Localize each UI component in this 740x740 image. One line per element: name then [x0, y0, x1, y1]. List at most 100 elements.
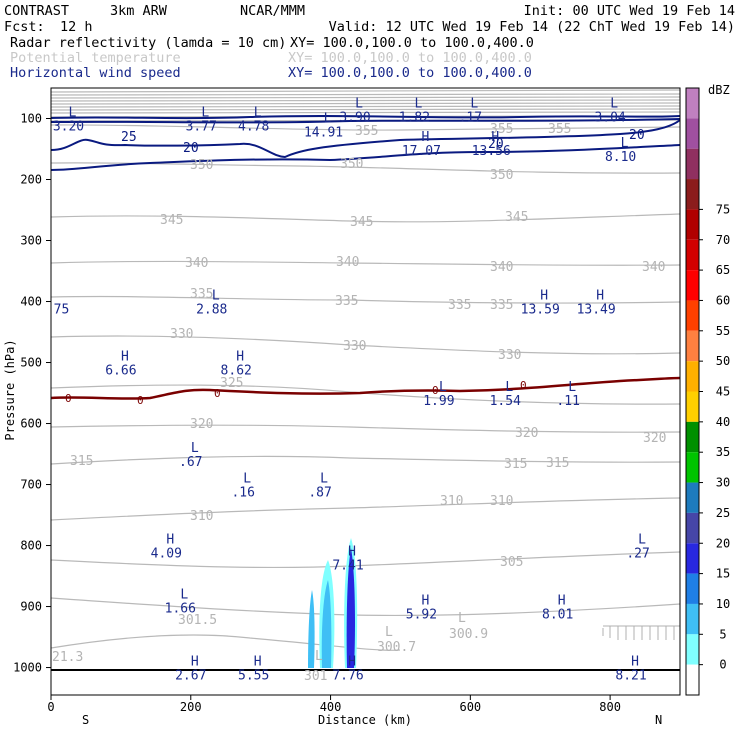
extremum-value: 14.91: [304, 126, 343, 141]
colorbar-label: 55: [716, 324, 730, 338]
extremum-type: L: [610, 96, 618, 111]
theta-line: [50, 124, 681, 131]
y-tick-label: 1000: [13, 661, 42, 675]
extremum-value: 13.59: [521, 303, 560, 318]
wind-label: 20: [488, 137, 504, 152]
plot-area: 355 355 355 350 350 350 345 345 345 340 …: [50, 87, 681, 696]
extremum-value: 75: [54, 303, 70, 318]
theta-line: [50, 99, 681, 102]
theta-label: 301: [304, 669, 327, 684]
colorbar-label: 65: [716, 263, 730, 277]
refl-cell-10dbz: [321, 580, 332, 668]
colorbar-swatch: [686, 239, 699, 271]
extremum-type: H: [596, 289, 604, 304]
extremum-type: L: [568, 380, 576, 395]
extremum-type: H: [166, 533, 174, 548]
theta-label: 310: [490, 494, 513, 509]
extremum-type: L: [254, 106, 262, 121]
theta-label: 310: [440, 494, 463, 509]
theta-label: 355: [355, 124, 378, 139]
colorbar-swatch: [686, 573, 699, 604]
wind-contours: [50, 115, 681, 171]
y-axis: 100 200 300 400 500 600 700 800 900 1000: [13, 112, 51, 675]
theta-line: [50, 111, 681, 114]
y-tick-label: 900: [20, 600, 42, 614]
extremum-value: 13.49: [577, 303, 616, 318]
theta-label: 340: [336, 255, 359, 270]
theta-label: 305: [500, 555, 523, 570]
extremum-value: 6.66: [105, 364, 136, 379]
x-axis: 0 200 400 600 800: [47, 695, 621, 714]
x-axis-label: Distance (km): [318, 713, 412, 727]
theta-label-l: L: [458, 611, 466, 626]
theta-label: 340: [490, 260, 513, 275]
theta-label: 345: [160, 213, 183, 228]
colorbar-label: 50: [716, 354, 730, 368]
y-tick-label: 100: [20, 112, 42, 126]
extremum-type: L: [439, 380, 447, 395]
extremum-type: L: [470, 96, 478, 111]
extremum-type: H: [540, 289, 548, 304]
y-tick-label: 300: [20, 234, 42, 248]
theta-label: 345: [350, 215, 373, 230]
zero-label: 0: [65, 392, 72, 405]
extremum-value: 13.56: [472, 144, 511, 159]
extremum-type: H: [348, 545, 356, 560]
theta-label: 350: [190, 158, 213, 173]
x-tick-label: 600: [459, 700, 481, 714]
theta-line: [50, 89, 681, 93]
colorbar-swatch: [686, 209, 699, 240]
extremum-type: H: [254, 655, 262, 670]
theta-label: 315: [504, 457, 527, 472]
theta-line-lowlevel: [50, 634, 401, 651]
colorbar-swatch: [686, 361, 699, 392]
forecast-label: Fcst:: [4, 19, 45, 35]
extremum-type: H: [558, 594, 566, 609]
theta-label: 325: [220, 376, 243, 391]
extremum-value: .67: [179, 455, 202, 470]
colorbar-label: 75: [716, 202, 730, 216]
center-name: NCAR/MMM: [240, 3, 305, 19]
extremum-type: H: [121, 350, 129, 365]
wind-label: 20: [629, 128, 645, 143]
extremum-value: 7.76: [332, 669, 363, 684]
theta-label: 335: [490, 298, 513, 313]
x-tick-label: 800: [599, 700, 621, 714]
wind-line-20-lower: [50, 144, 681, 171]
y-tick-label: 200: [20, 173, 42, 187]
field-reflectivity-xy: XY= 100.0,100.0 to 100.0,400.0: [290, 35, 534, 51]
field-reflectivity-name: Radar reflectivity (lamda = 10 cm): [10, 35, 286, 51]
theta-line: [50, 102, 681, 105]
plot-frame: [50, 87, 681, 696]
wind-line-20: [50, 119, 681, 159]
extremum-type: L: [621, 136, 629, 151]
extremum-type: H: [491, 130, 499, 145]
theta-label: 340: [185, 256, 208, 271]
theta-label: 350: [490, 168, 513, 183]
theta-line: [50, 93, 681, 96]
wind-label: 25: [121, 130, 137, 145]
theta-label: 355: [548, 122, 571, 137]
colorbar-swatch: [686, 664, 699, 695]
theta-line-335: [50, 295, 681, 304]
theta-line-315: [50, 455, 681, 465]
extremum-value: 1.66: [165, 601, 196, 616]
extremum-type: H: [348, 655, 356, 670]
field-wind-name: Horizontal wind speed: [10, 65, 181, 81]
x-tick-label: 200: [180, 700, 202, 714]
extremum-value: 7.41: [332, 559, 363, 574]
extremum-type: L: [320, 472, 328, 487]
extremum-type: H: [421, 130, 429, 145]
theta-label: 335: [190, 287, 213, 302]
extremum-value: 17.07: [402, 144, 441, 159]
extremum-value: 2.88: [196, 303, 227, 318]
extremum-value: .17: [459, 110, 482, 125]
extremum-value: 3.04: [594, 110, 625, 125]
colorbar-swatch: [686, 543, 699, 574]
x-tick-label: 0: [47, 700, 54, 714]
x-tick-label: 400: [320, 700, 342, 714]
extremum-type: L: [201, 106, 209, 121]
extremum-type: L: [638, 533, 646, 548]
theta-label: 320: [515, 426, 538, 441]
